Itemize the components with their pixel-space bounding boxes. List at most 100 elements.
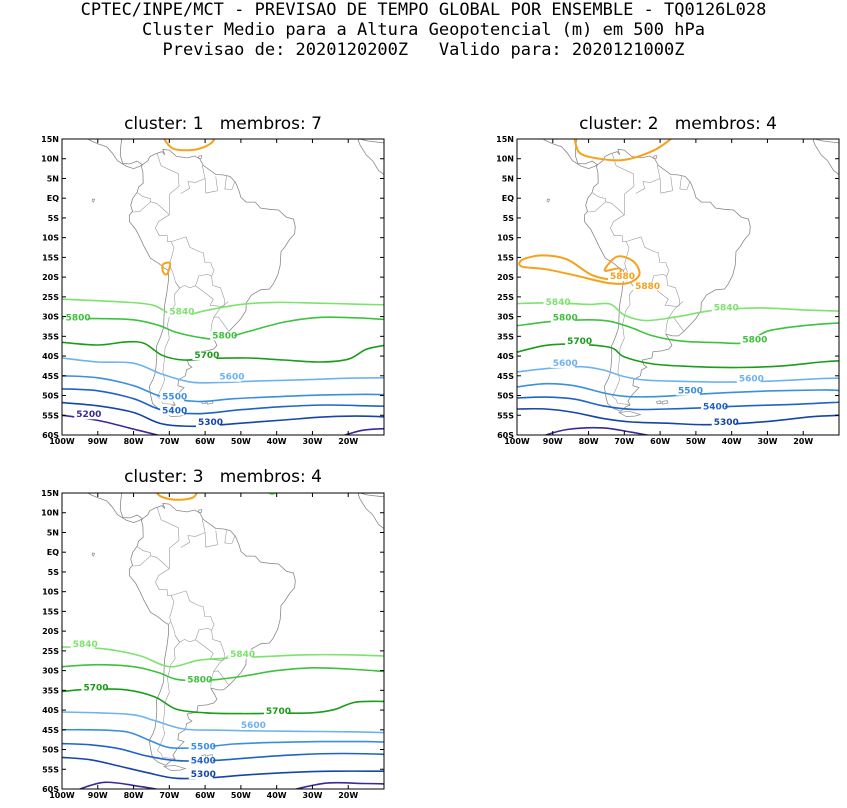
y-tick-label: EQ	[47, 194, 59, 203]
contour-label-5880: 5880	[610, 272, 635, 282]
y-tick-label: 15N	[496, 135, 514, 144]
island-outline	[91, 552, 96, 557]
x-tick-label: 20W	[793, 437, 813, 446]
contour-label-bg	[550, 313, 575, 323]
contour-label-5800: 5800	[66, 314, 91, 324]
y-tick-label: 20S	[42, 627, 59, 636]
country-border	[180, 178, 206, 194]
country-border	[215, 176, 218, 191]
x-tick-label: 60W	[650, 437, 670, 446]
country-border	[224, 535, 236, 544]
contour-label-bg	[263, 707, 288, 717]
coastline	[583, 148, 751, 412]
contour-label-5800: 5800	[212, 331, 237, 341]
y-tick-label: 15N	[41, 135, 59, 144]
contour-label-bg	[676, 386, 700, 396]
figure-title-line-2: Cluster Medio para a Altura Geopotencial…	[142, 20, 705, 40]
island-outline	[197, 155, 203, 159]
island-outline	[656, 400, 662, 405]
contour-label-bg	[701, 402, 726, 412]
x-tick-label: 40W	[267, 437, 287, 446]
y-tick-label: 10S	[42, 234, 59, 243]
contour-label-5880: 5880	[635, 282, 660, 292]
contour-label-5600: 5600	[241, 721, 266, 731]
y-tick-label: 50S	[497, 392, 514, 401]
contour-label-bg	[185, 675, 210, 685]
contour-5500	[62, 375, 384, 403]
contour-label-bg	[633, 281, 658, 291]
contour-5300	[517, 407, 839, 426]
country-border	[605, 201, 630, 271]
figure-title-line-3: Previsao de: 2020120200Z Valido para: 20…	[162, 40, 685, 60]
island-outline	[197, 509, 203, 513]
y-tick-label: 5S	[503, 214, 515, 223]
x-tick-label: 80W	[124, 437, 144, 446]
map-panel-3-svg: 58405840580057005700560055005400530015N1…	[41, 489, 385, 800]
y-tick-label: 5N	[47, 528, 59, 537]
island-outline	[162, 764, 187, 771]
y-tick-label: 55S	[42, 765, 59, 774]
y-tick-label: 60S	[497, 431, 514, 440]
x-tick-label: 60W	[195, 437, 215, 446]
y-tick-label: 30S	[42, 667, 59, 676]
contour-label-bg	[543, 297, 568, 307]
y-tick-label: 15N	[41, 489, 59, 498]
contour-label-bg	[711, 418, 736, 428]
country-border	[201, 518, 218, 548]
x-tick-label: 70W	[614, 437, 634, 446]
y-tick-label: 40S	[42, 352, 59, 361]
y-tick-label: 5S	[48, 214, 60, 223]
y-tick-label: 50S	[42, 746, 59, 755]
contour-label-5400: 5400	[162, 406, 187, 416]
x-tick-label: 100W	[504, 437, 530, 446]
island-outline	[91, 198, 96, 203]
contour-label-bg	[160, 392, 185, 402]
contour-label-5500: 5500	[678, 387, 703, 397]
contour-label-bg	[74, 410, 99, 420]
country-border	[170, 590, 215, 643]
y-tick-label: 20S	[497, 273, 514, 282]
contour-5880	[161, 261, 172, 276]
contour-5200	[543, 426, 652, 435]
contour-label-5840: 5840	[73, 640, 98, 650]
contour-5600	[517, 365, 839, 383]
coastline	[87, 493, 143, 524]
x-tick-label: 90W	[543, 437, 563, 446]
contour-5400	[62, 742, 384, 762]
country-border	[587, 192, 607, 213]
y-tick-label: 25S	[497, 293, 514, 302]
contour-label-bg	[195, 418, 220, 428]
y-tick-label: 15S	[42, 253, 59, 262]
contour-label-5300: 5300	[198, 418, 223, 428]
contour-label-5600: 5600	[553, 359, 578, 369]
contour-label-5600: 5600	[739, 375, 764, 385]
contour-label-5500: 5500	[162, 392, 187, 402]
country-border	[195, 276, 225, 307]
y-tick-label: 5N	[47, 174, 59, 183]
x-tick-label: 50W	[686, 437, 706, 446]
contour-label-bg	[188, 742, 213, 752]
country-border	[670, 176, 673, 191]
x-tick-label: 30W	[302, 791, 322, 800]
contour-label-5200: 5200	[76, 410, 101, 420]
y-tick-label: 15S	[42, 607, 59, 616]
y-tick-label: 25S	[42, 293, 59, 302]
contour-label-5700: 5700	[567, 337, 592, 347]
country-border	[170, 236, 215, 289]
country-border	[201, 164, 218, 194]
y-tick-label: 15S	[497, 253, 514, 262]
contour-label-5700: 5700	[266, 707, 291, 717]
contour-5400	[517, 396, 839, 411]
y-tick-label: 45S	[42, 372, 59, 381]
contour-label-5400: 5400	[703, 402, 728, 412]
coastline	[357, 139, 384, 175]
country-border	[150, 555, 175, 625]
island-outline	[617, 410, 642, 417]
y-tick-label: 10S	[497, 234, 514, 243]
coastline	[87, 139, 143, 170]
panel-3-title: cluster: 3 membros: 4	[124, 467, 322, 487]
y-tick-label: 40S	[497, 352, 514, 361]
x-tick-label: 20W	[338, 437, 358, 446]
y-tick-label: 60S	[42, 431, 59, 440]
country-border	[665, 317, 669, 333]
